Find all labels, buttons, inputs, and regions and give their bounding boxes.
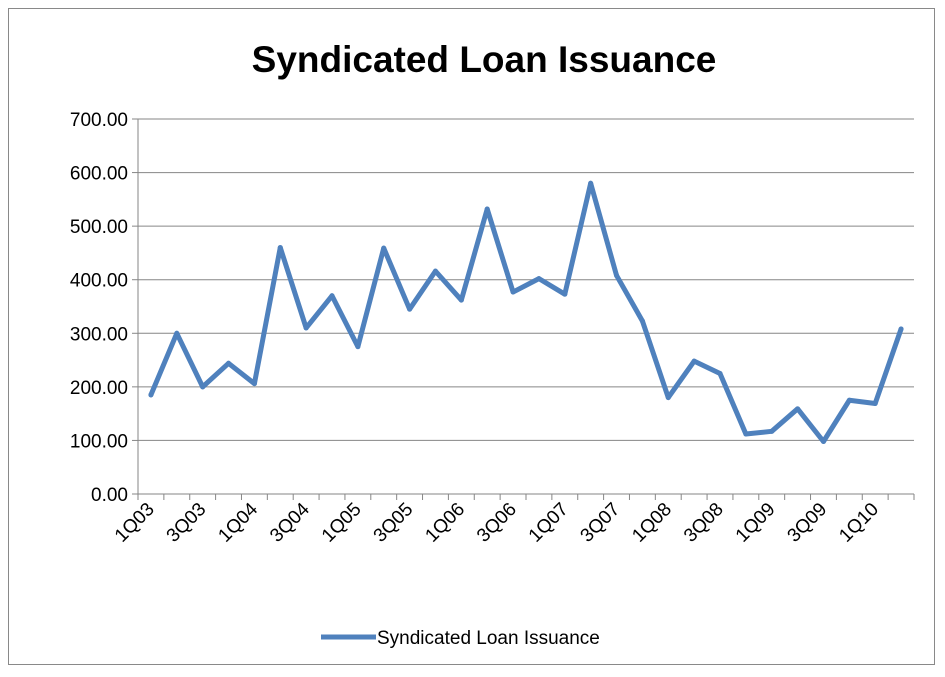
data-point (639, 318, 645, 324)
y-tick-label: 100.00 (70, 431, 128, 452)
x-tick-label: 3Q03 (163, 499, 211, 547)
chart-frame: Syndicated Loan Issuance 0.00 100.00 200.0… (8, 8, 935, 665)
y-tick-label: 700.00 (70, 110, 128, 131)
x-axis-tick-labels: 1Q03 3Q03 1Q04 3Q04 1Q05 3Q05 1Q06 3Q06 1Q07 3Q07… (111, 499, 883, 547)
data-point (846, 397, 852, 403)
data-point (277, 245, 283, 251)
y-tick-label: 500.00 (70, 217, 128, 238)
gridlines (138, 118, 914, 441)
data-point (691, 358, 697, 364)
legend-label: Syndicated Loan Issuance (377, 628, 600, 649)
legend: Syndicated Loan Issuance (321, 628, 600, 649)
y-tick-label: 200.00 (70, 378, 128, 399)
x-tick-label: 1Q04 (214, 499, 262, 547)
data-point (562, 291, 568, 297)
x-tick-label: 1Q06 (421, 499, 469, 547)
x-tick-label: 1Q07 (525, 499, 573, 547)
x-tick-label: 1Q05 (318, 499, 366, 547)
data-point (458, 297, 464, 303)
y-tick-label: 300.00 (70, 324, 128, 345)
x-tick-label: 1Q09 (732, 499, 780, 547)
data-point (407, 306, 413, 312)
x-tick-label: 3Q09 (784, 499, 832, 547)
x-axis (137, 119, 915, 500)
x-tick-label: 3Q07 (577, 499, 625, 547)
y-tick-label: 600.00 (70, 164, 128, 185)
y-tick-label: 0.00 (91, 485, 128, 506)
data-point (898, 326, 904, 332)
data-point (795, 406, 801, 412)
series-layer (148, 180, 904, 444)
data-point (303, 325, 309, 331)
data-point (174, 330, 180, 336)
line-chart: Syndicated Loan Issuance 0.00 100.00 200.0… (70, 39, 915, 649)
data-point (510, 289, 516, 295)
data-point (536, 276, 542, 282)
data-point (769, 428, 775, 434)
data-point (329, 293, 335, 299)
data-point (251, 381, 257, 387)
data-point (743, 431, 749, 437)
data-point (381, 245, 387, 251)
data-point (432, 268, 438, 274)
data-point (355, 344, 361, 350)
x-tick-label: 3Q05 (370, 499, 418, 547)
data-point (614, 272, 620, 278)
data-point (148, 392, 154, 398)
data-point (226, 360, 232, 366)
x-tick-label: 3Q08 (680, 499, 728, 547)
x-tick-label: 3Q04 (266, 499, 314, 547)
x-tick-label: 3Q06 (473, 499, 521, 547)
data-point (820, 439, 826, 444)
x-tick-label: 1Q08 (628, 499, 676, 547)
data-point (484, 206, 490, 212)
data-point (665, 395, 671, 401)
data-point (200, 384, 206, 390)
data-point (872, 400, 878, 406)
chart-title: Syndicated Loan Issuance (252, 39, 717, 80)
y-tick-label: 400.00 (70, 271, 128, 292)
x-tick-label: 1Q10 (835, 499, 883, 547)
data-point (588, 180, 594, 186)
series-line (148, 180, 904, 444)
x-tick-label: 1Q03 (111, 499, 159, 547)
y-axis-ticks: 0.00 100.00 200.00 300.00 400.00 500.00 600.00… (70, 110, 138, 506)
data-point (717, 370, 723, 376)
